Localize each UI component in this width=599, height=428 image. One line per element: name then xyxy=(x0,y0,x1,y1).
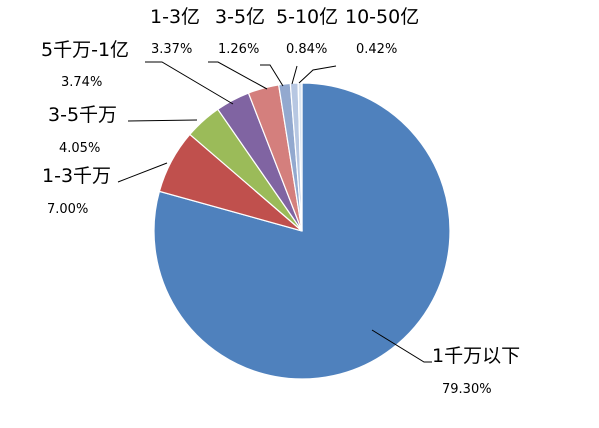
percent-label-4: 3.74% xyxy=(61,75,102,90)
percent-label-1: 79.30% xyxy=(442,382,492,397)
category-label-6: 3-5亿 xyxy=(215,6,265,28)
pie-slice-8 xyxy=(297,82,303,232)
category-label-1: 1千万以下 xyxy=(432,345,520,367)
leader-line-6 xyxy=(260,64,284,87)
percent-label-5: 3.37% xyxy=(151,42,192,57)
category-label-7: 5-10亿 xyxy=(276,6,338,28)
leader-line-4 xyxy=(145,61,234,105)
percent-label-6: 1.26% xyxy=(218,42,259,57)
category-label-3: 3-5千万 xyxy=(48,104,117,126)
percent-label-3: 4.05% xyxy=(59,141,100,156)
leader-line-7 xyxy=(291,65,298,85)
leader-line-1 xyxy=(371,329,432,363)
percent-label-7: 0.84% xyxy=(286,42,327,57)
category-label-8: 10-50亿 xyxy=(345,6,419,28)
leader-line-8 xyxy=(298,65,337,84)
percent-label-2: 7.00% xyxy=(47,202,88,217)
percent-label-8: 0.42% xyxy=(356,42,397,57)
leader-line-2 xyxy=(117,162,168,183)
leader-line-5 xyxy=(208,61,268,90)
category-label-4: 5千万-1亿 xyxy=(41,39,129,61)
category-label-5: 1-3亿 xyxy=(150,6,200,28)
category-label-2: 1-3千万 xyxy=(42,165,111,187)
leader-line-3 xyxy=(127,119,198,122)
